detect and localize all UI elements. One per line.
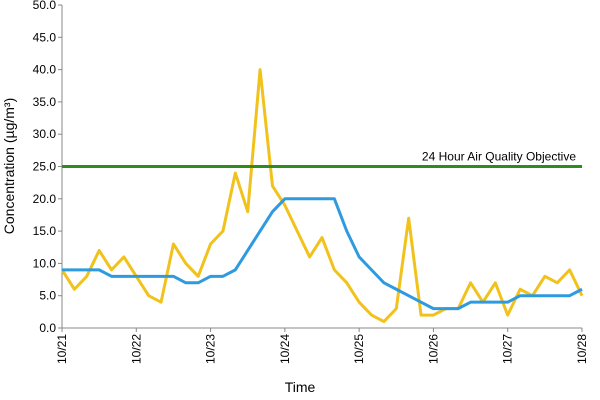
y-tick-label: 25.0 xyxy=(33,160,57,174)
y-tick-label: 30.0 xyxy=(33,127,57,141)
x-tick-label: 10/25 xyxy=(352,334,366,364)
y-tick-label: 10.0 xyxy=(33,256,57,270)
y-tick-label: 20.0 xyxy=(33,192,57,206)
y-axis-label: Concentration (µg/m³) xyxy=(1,98,17,234)
y-tick-label: 0.0 xyxy=(39,321,56,335)
data-line xyxy=(60,68,584,324)
data-line xyxy=(62,197,583,311)
objective-label: 24 Hour Air Quality Objective xyxy=(422,150,576,164)
x-tick-label: 10/27 xyxy=(501,334,515,364)
y-tick-label: 45.0 xyxy=(33,30,57,44)
y-tick-label: 15.0 xyxy=(33,224,57,238)
y-tick-label: 5.0 xyxy=(39,289,56,303)
x-tick-label: 10/22 xyxy=(129,334,143,364)
y-tick-label: 35.0 xyxy=(33,95,57,109)
x-axis-label: Time xyxy=(285,379,316,395)
x-tick-label: 10/23 xyxy=(204,334,218,364)
x-tick-label: 10/28 xyxy=(575,334,589,364)
y-tick-label: 50.0 xyxy=(33,0,57,12)
x-tick-label: 10/24 xyxy=(278,334,292,364)
x-tick-label: 10/21 xyxy=(55,334,69,364)
x-tick-label: 10/26 xyxy=(426,334,440,364)
y-tick-label: 40.0 xyxy=(33,63,57,77)
